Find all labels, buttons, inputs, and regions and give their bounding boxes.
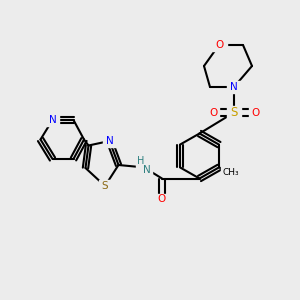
Text: H: H	[137, 156, 145, 167]
Text: O: O	[158, 194, 166, 205]
Text: S: S	[102, 181, 108, 191]
FancyBboxPatch shape	[226, 81, 242, 93]
FancyBboxPatch shape	[103, 135, 116, 147]
Text: N: N	[143, 165, 151, 176]
Text: O: O	[209, 107, 217, 118]
FancyBboxPatch shape	[249, 107, 261, 118]
Text: N: N	[106, 136, 113, 146]
FancyBboxPatch shape	[212, 39, 226, 51]
Text: N: N	[230, 82, 238, 92]
FancyBboxPatch shape	[136, 161, 152, 174]
FancyBboxPatch shape	[207, 107, 219, 118]
FancyBboxPatch shape	[156, 194, 168, 205]
Text: N: N	[49, 115, 56, 125]
FancyBboxPatch shape	[46, 114, 59, 126]
Text: O: O	[251, 107, 259, 118]
Text: O: O	[215, 40, 223, 50]
FancyBboxPatch shape	[221, 166, 241, 179]
FancyBboxPatch shape	[227, 106, 241, 119]
FancyBboxPatch shape	[99, 180, 111, 192]
Text: CH₃: CH₃	[223, 168, 239, 177]
Text: S: S	[230, 106, 238, 119]
